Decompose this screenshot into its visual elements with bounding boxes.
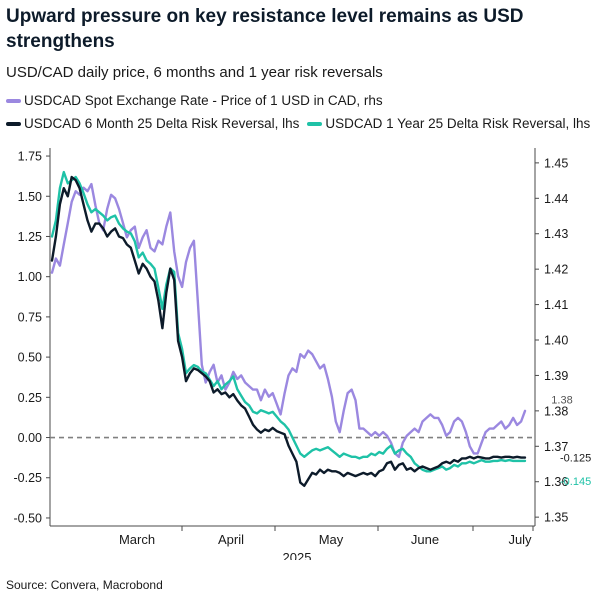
chart-plot-area — [50, 170, 535, 487]
left-tick-label: 1.75 — [18, 150, 42, 164]
left-tick-label: 0.75 — [18, 310, 42, 324]
legend-item-rr6m: USDCAD 6 Month 25 Delta Risk Reversal, l… — [6, 116, 299, 131]
annotation-spot-last: 1.38 — [551, 395, 572, 407]
right-tick-label: 1.37 — [544, 440, 568, 454]
left-tick-label: 1.25 — [18, 230, 42, 244]
left-tick-label: 0.50 — [18, 351, 42, 365]
annotation-rr6m-last: -0.125 — [560, 453, 591, 465]
left-tick-label: 0.00 — [18, 431, 42, 445]
x-tick-label: July — [508, 532, 532, 547]
right-tick-label: 1.43 — [544, 227, 568, 241]
left-tick-label: 1.00 — [18, 270, 42, 284]
legend-row-1: USDCAD Spot Exchange Rate - Price of 1 U… — [6, 93, 391, 108]
right-tick-label: 1.41 — [544, 298, 568, 312]
right-tick-label: 1.38 — [544, 404, 568, 418]
series-line-rr6m — [50, 175, 527, 487]
chart-axes: 1.75 1.50 1.25 1.00 0.75 0.50 0.25 0.00 -0.25 -0.… — [14, 148, 568, 560]
legend-item-spot: USDCAD Spot Exchange Rate - Price of 1 U… — [6, 93, 383, 108]
right-tick-label: 1.44 — [544, 192, 568, 206]
legend-item-rr1y: USDCAD 1 Year 25 Delta Risk Reversal, lh… — [307, 116, 590, 131]
right-tick-label: 1.35 — [544, 511, 568, 525]
right-tick-label: 1.40 — [544, 334, 568, 348]
left-tick-label: -0.50 — [14, 511, 43, 525]
x-tick-label: May — [319, 532, 344, 547]
annotation-rr1y-last: -0.145 — [560, 476, 591, 488]
right-tick-label: 1.39 — [544, 369, 568, 383]
right-tick-label: 1.36 — [544, 475, 568, 489]
x-tick-label: March — [119, 532, 155, 547]
source-note: Source: Convera, Macrobond — [6, 578, 163, 592]
chart-title: Upward pressure on key resistance level … — [6, 6, 524, 52]
right-tick-label: 1.45 — [544, 156, 568, 170]
legend-swatch-rr1y — [307, 121, 323, 126]
x-year-label: 2025 — [283, 550, 312, 560]
series-line-rr1y — [50, 170, 527, 473]
x-tick-label: April — [218, 532, 244, 547]
chart-subtitle: USD/CAD daily price, 6 months and 1 year… — [6, 64, 383, 81]
legend-label-rr6m: USDCAD 6 Month 25 Delta Risk Reversal, l… — [24, 116, 300, 131]
legend-row-2: USDCAD 6 Month 25 Delta Risk Reversal, l… — [6, 116, 598, 131]
left-tick-label: 0.25 — [18, 391, 42, 405]
left-tick-label: -0.25 — [14, 471, 43, 485]
right-tick-label: 1.42 — [544, 263, 568, 277]
legend-label-rr1y: USDCAD 1 Year 25 Delta Risk Reversal, lh… — [325, 116, 591, 131]
legend-swatch-spot — [6, 98, 21, 103]
x-tick-label: June — [411, 532, 439, 547]
left-tick-label: 1.50 — [18, 190, 42, 204]
chart-canvas: 1.75 1.50 1.25 1.00 0.75 0.50 0.25 0.00 -0.25 -0.… — [14, 148, 591, 560]
series-line-spot — [50, 182, 527, 459]
legend-swatch-rr6m — [6, 121, 21, 126]
legend-label-spot: USDCAD Spot Exchange Rate - Price of 1 U… — [24, 93, 383, 108]
chart-annotations: 1.38 -0.125 -0.145 — [551, 395, 591, 488]
